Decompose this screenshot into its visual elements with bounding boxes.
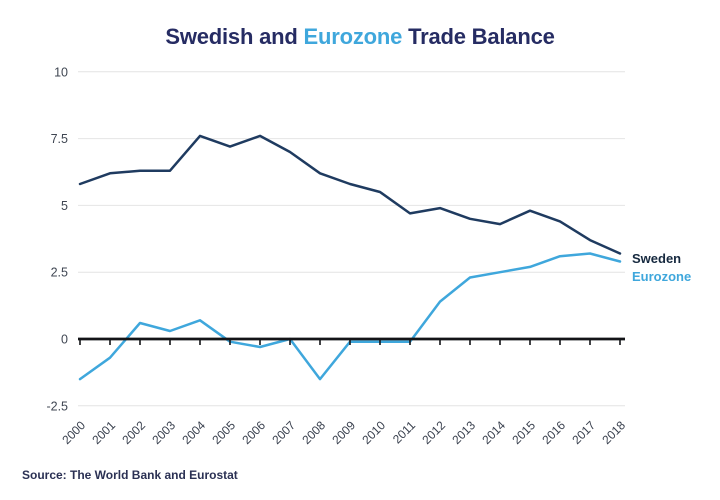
y-axis-tick-label: -2.5 — [46, 399, 68, 413]
x-axis-year-label: 2005 — [209, 418, 238, 447]
title-part-swedish-and: Swedish and — [165, 24, 304, 49]
y-axis-tick-label: 7.5 — [51, 132, 68, 146]
series-label-eurozone: Eurozone — [632, 269, 692, 284]
x-axis-year-label: 2010 — [359, 418, 388, 447]
chart-title: Swedish and Eurozone Trade Balance — [0, 24, 720, 50]
x-axis-year-label: 2017 — [569, 418, 598, 447]
series-label-sweden: Sweden — [632, 251, 682, 266]
x-axis-year-label: 2011 — [390, 418, 418, 446]
x-axis-year-label: 2008 — [299, 418, 328, 447]
x-axis-year-label: 2006 — [239, 418, 268, 447]
x-axis-year-label: 2016 — [539, 418, 568, 447]
x-axis-year-label: 2018 — [599, 418, 628, 447]
title-part-eurozone: Eurozone — [303, 24, 403, 49]
x-axis-year-label: 2013 — [449, 418, 478, 447]
sweden-line — [78, 134, 622, 255]
x-axis-year-label: 2015 — [509, 418, 538, 447]
y-axis-tick-label: 0 — [61, 333, 68, 347]
x-axis-year-label: 2000 — [59, 418, 88, 447]
x-axis-year-label: 2012 — [419, 418, 448, 447]
source-note: Source: The World Bank and Eurostat — [22, 468, 238, 482]
y-axis-tick-label: 5 — [61, 199, 68, 213]
x-axis-year-label: 2007 — [269, 418, 298, 447]
y-axis-tick-label: 2.5 — [51, 266, 68, 280]
x-axis-year-label: 2001 — [89, 418, 118, 447]
x-axis-year-label: 2003 — [149, 418, 178, 447]
title-part-trade-balance: Trade Balance — [402, 24, 555, 49]
x-axis-year-label: 2004 — [179, 418, 208, 447]
x-axis-year-label: 2002 — [119, 418, 148, 447]
x-axis-year-label: 2014 — [479, 418, 508, 447]
x-axis-year-label: 2009 — [329, 418, 358, 447]
y-axis-tick-label: 10 — [54, 65, 68, 79]
